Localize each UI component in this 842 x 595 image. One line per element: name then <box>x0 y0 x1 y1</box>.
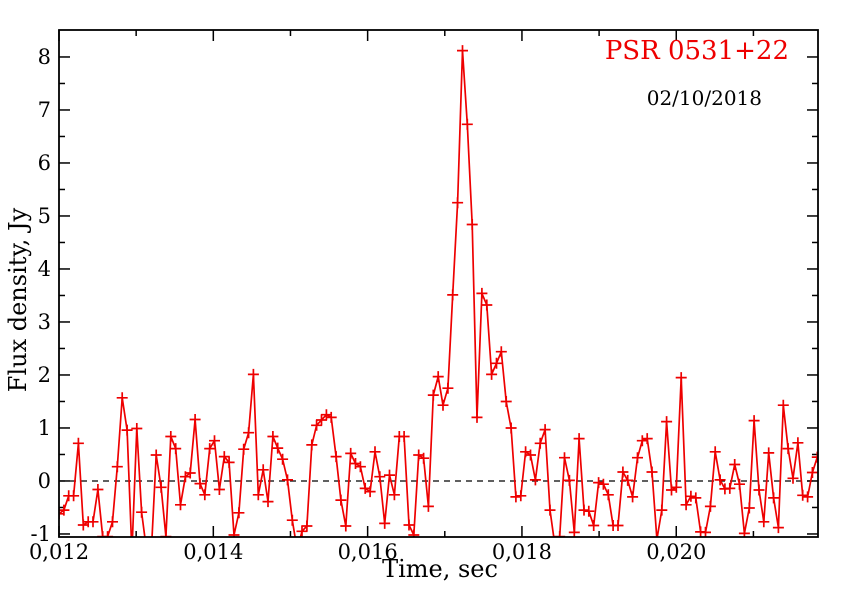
x-tick-label: 0,014 <box>183 540 243 564</box>
y-tick-label: 2 <box>38 363 51 387</box>
observation-date-label: 02/10/2018 <box>647 86 762 110</box>
y-tick-label: 0 <box>38 469 51 493</box>
plus-markers <box>59 45 818 537</box>
x-tick-label: 0,018 <box>492 540 552 564</box>
y-tick-label: 8 <box>38 45 51 69</box>
x-axis-label: Time, sec <box>382 555 498 583</box>
y-tick-label: 6 <box>38 151 51 175</box>
y-tick-label: 4 <box>38 257 51 281</box>
x-tick-label: 0,020 <box>646 540 706 564</box>
y-tick-label: -1 <box>31 522 51 546</box>
y-tick-label: 7 <box>38 98 51 122</box>
chart-title: PSR 0531+22 <box>605 36 789 66</box>
y-tick-label: 1 <box>38 416 51 440</box>
x-tick-label: 0,016 <box>338 540 398 564</box>
axis-ticks <box>58 30 818 537</box>
y-tick-label: 3 <box>38 310 51 334</box>
flux-line <box>59 49 818 537</box>
plot-frame <box>58 29 819 538</box>
y-axis-label: Flux density, Jy <box>4 207 32 392</box>
axis-tick-labels: 0,012 0,014 0,016 0,018 0,020 -1 0 1 2 3 4 5 6 7 8 <box>29 45 706 564</box>
y-tick-label: 5 <box>38 204 51 228</box>
x-tick-label: 0,012 <box>29 540 89 564</box>
flux-series <box>59 45 818 537</box>
